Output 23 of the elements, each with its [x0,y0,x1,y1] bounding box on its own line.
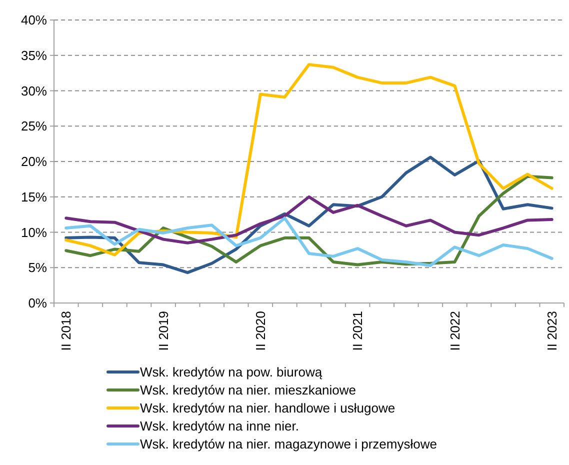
y-tick-label: 20% [20,154,48,170]
x-tick-label: II 2018 [58,311,74,351]
line-series [64,63,554,256]
legend-label: Wsk. kredytów na pow. biurową [140,364,323,380]
legend-label: Wsk. kredytów na nier. mieszkaniowe [140,382,356,398]
x-tick-label: II 2022 [447,311,462,351]
y-tick-label: 15% [20,189,48,204]
y-tick-label: 5% [28,260,48,276]
y-tick-label: 40% [20,12,48,28]
line-series [64,216,554,267]
x-tick-label: II 2019 [156,311,171,351]
x-tick-label: II 2023 [544,311,560,351]
y-tick-label: 25% [20,118,48,134]
legend-label: Wsk. kredytów na nier. handlowe i usługowe [140,400,396,416]
x-tick-label: II 2021 [350,311,366,351]
legend-label: Wsk. kredytów na inne nier. [140,418,299,434]
line-series [64,195,554,244]
y-tick-label: 10% [20,224,48,240]
legend-label: Wsk. kredytów na nier. magazynowe i przemysłowe [140,436,437,452]
y-tick-label: 35% [20,48,48,63]
x-tick-label: II 2020 [252,311,268,351]
y-tick-label: 30% [20,83,48,98]
y-tick-label: 0% [28,296,48,311]
